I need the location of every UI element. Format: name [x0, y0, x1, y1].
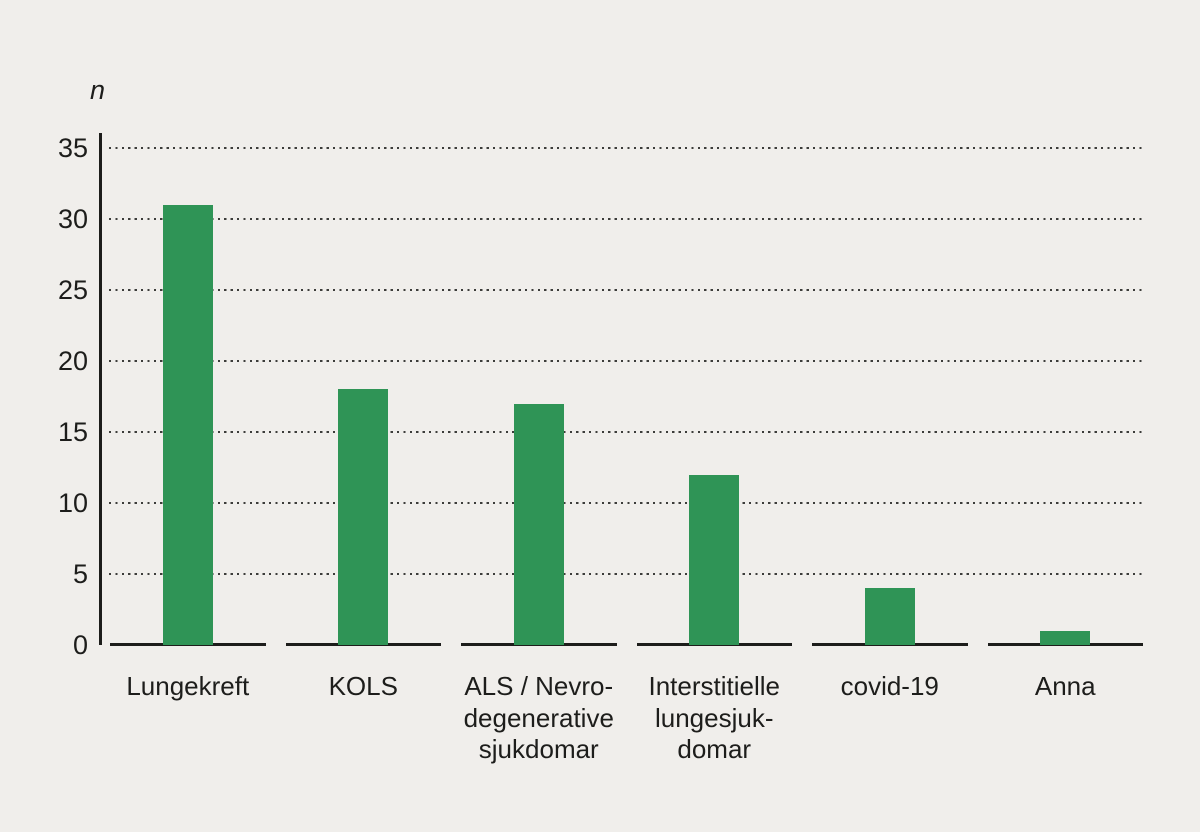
bar-group: covid-19 [812, 133, 968, 701]
y-tick-label-35: 35 [57, 133, 88, 163]
y-tick-label-10: 10 [57, 488, 88, 518]
category-label: Anna [974, 671, 1158, 703]
category-label-line: Anna [1034, 671, 1096, 701]
gridline-35 [109, 147, 1143, 149]
bar-group: ALS / Nevro-degenerative sjukdomar [461, 133, 617, 764]
bar-group: Interstitielle lungesjuk-domar [636, 133, 792, 764]
y-axis-title: n [90, 75, 106, 105]
category-label-line: sjukdomar [478, 734, 599, 764]
y-tick-label-15: 15 [57, 417, 88, 447]
category-label-line: KOLS [328, 671, 398, 701]
bar-group: Anna [987, 133, 1143, 701]
gridline-15 [109, 431, 1143, 433]
bar [513, 403, 564, 645]
plot-area: Lungekreft KOLS ALS / Nevro-degenerative sj… [100, 133, 1143, 764]
y-axis-line [99, 133, 102, 645]
y-tick-label-30: 30 [57, 204, 88, 234]
bar [1040, 630, 1091, 645]
category-label-line: Interstitielle [648, 671, 781, 701]
bar-group: KOLS [285, 133, 441, 701]
category-label: Lungekreft [96, 671, 280, 703]
y-tick-label-25: 25 [57, 275, 88, 305]
gridline-5 [109, 573, 1143, 575]
gridline-30 [109, 218, 1143, 220]
category-label-line: degenerative [463, 702, 614, 733]
gridline-25 [109, 289, 1143, 291]
bar [162, 204, 213, 645]
gridline-20 [109, 360, 1143, 362]
y-tick-label-0: 0 [72, 630, 88, 660]
bar [864, 588, 915, 645]
category-label-line: Lungekreft [126, 671, 250, 701]
category-label-line: covid-19 [840, 671, 939, 701]
y-tick-label-5: 5 [72, 559, 88, 589]
category-label-line: domar [677, 734, 752, 764]
category-label: covid-19 [798, 671, 982, 703]
category-label-line: ALS / Nevro- [464, 671, 614, 701]
category-label: ALS / Nevro-degenerative sjukdomar [447, 671, 631, 766]
category-label: KOLS [272, 671, 456, 703]
bar [338, 389, 389, 645]
category-label-line: lungesjuk- [654, 702, 774, 733]
bar-group: Lungekreft [110, 133, 266, 701]
bar-groups: Lungekreft KOLS ALS / Nevro-degenerative sj… [110, 133, 1143, 764]
gridline-10 [109, 502, 1143, 504]
bar [689, 474, 740, 645]
category-label: Interstitielle lungesjuk-domar [623, 671, 807, 766]
y-tick-label-20: 20 [57, 346, 88, 376]
